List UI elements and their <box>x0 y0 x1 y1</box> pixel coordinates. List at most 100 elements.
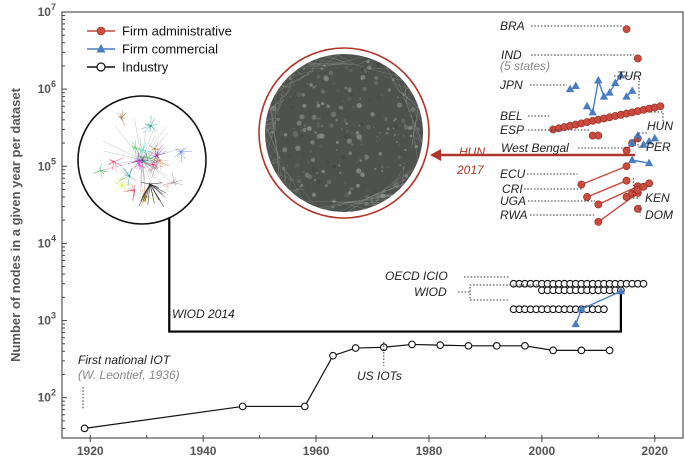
leader-line <box>469 284 538 301</box>
network-edge <box>366 67 390 69</box>
network-node <box>290 106 294 109</box>
network-node <box>337 89 340 92</box>
admin-point <box>633 205 642 213</box>
network-edge <box>375 185 404 195</box>
legend-label: Industry <box>122 60 169 75</box>
leader-line <box>614 75 640 100</box>
network-edge <box>346 201 382 203</box>
network-edge <box>354 196 392 202</box>
annotation-dom: DOM <box>645 208 673 222</box>
network-edge <box>156 155 158 166</box>
network-edge <box>298 184 317 208</box>
network-node <box>415 138 417 140</box>
network-edge <box>404 82 408 106</box>
network-node <box>299 114 305 120</box>
wiod-arrow-line <box>168 212 623 333</box>
network-edge <box>121 185 129 193</box>
network-edge <box>180 151 186 155</box>
network-node <box>318 144 323 149</box>
network-edge <box>134 118 143 161</box>
network-node <box>376 140 378 142</box>
network-edge <box>142 149 152 153</box>
network-node <box>335 149 338 151</box>
commercial-point <box>650 133 659 142</box>
network-node <box>316 152 318 155</box>
network-edge <box>371 195 393 197</box>
network-node <box>326 179 332 185</box>
annotation-hun-2017-year: 2017 <box>456 163 485 177</box>
network-node <box>309 150 313 153</box>
network-edge <box>266 125 276 152</box>
network-edge <box>166 180 168 187</box>
network-node <box>379 139 381 141</box>
network-edge <box>180 147 188 152</box>
annotation-first-iot: First national IOT <box>78 353 172 367</box>
network-node <box>393 124 399 130</box>
network-edge <box>327 55 348 65</box>
commercial-line <box>632 159 650 164</box>
network-node <box>363 113 366 116</box>
network-edge <box>284 168 305 202</box>
network-edge <box>173 182 177 185</box>
network-edge <box>119 117 122 119</box>
network-node <box>311 167 317 173</box>
network-edge <box>383 76 404 81</box>
network-edge <box>343 199 387 203</box>
network-edge <box>349 201 357 212</box>
network-node <box>399 164 402 167</box>
network-edge <box>412 135 423 143</box>
network-node <box>337 206 340 209</box>
legend-marker <box>96 44 106 53</box>
network-edge <box>143 125 152 133</box>
network-edge <box>141 159 158 162</box>
network-node <box>342 100 344 102</box>
network-node <box>356 134 362 140</box>
network-node <box>355 130 360 135</box>
annotation-rwa: RWA <box>500 208 528 222</box>
network-node <box>374 167 377 171</box>
network-node <box>367 98 373 104</box>
network-edge <box>156 145 162 156</box>
annotation-ind: IND <box>501 48 522 62</box>
network-node <box>295 145 301 151</box>
network-edge <box>289 189 305 191</box>
network-node <box>338 164 341 167</box>
admin-point <box>645 179 654 188</box>
network-edge <box>265 123 281 160</box>
network-edge <box>274 92 277 131</box>
network-node <box>268 114 272 117</box>
network-edge <box>127 175 130 186</box>
network-node <box>387 79 389 81</box>
network-node <box>296 92 302 98</box>
network-node <box>336 108 342 114</box>
network-node <box>377 133 379 136</box>
annotation-uga: UGA <box>500 194 526 208</box>
network-node <box>342 103 347 108</box>
network-node <box>354 125 357 128</box>
y-tick-label: 104 <box>38 233 56 250</box>
network-edge <box>141 140 163 161</box>
network-edge <box>300 63 342 68</box>
network-edge <box>289 70 315 77</box>
commercial-point <box>639 140 648 148</box>
network-node <box>323 76 330 82</box>
network-node <box>303 124 307 127</box>
network-node <box>326 111 331 116</box>
annotation-per: PER <box>646 140 671 154</box>
network-node <box>338 170 344 176</box>
network-node <box>307 83 309 85</box>
network-node <box>347 87 352 92</box>
admin-line <box>598 185 639 206</box>
network-edge <box>324 56 365 67</box>
legend-label: Firm commercial <box>122 42 218 57</box>
network-node <box>335 140 339 144</box>
network-node <box>311 198 314 201</box>
network-node <box>300 183 304 187</box>
network-edge <box>132 147 136 151</box>
annotation-bra: BRA <box>500 19 525 33</box>
network-node <box>382 114 385 117</box>
network-node <box>302 158 305 160</box>
network-edge <box>137 151 143 161</box>
network-edge <box>159 185 168 194</box>
network-edge <box>150 123 158 126</box>
